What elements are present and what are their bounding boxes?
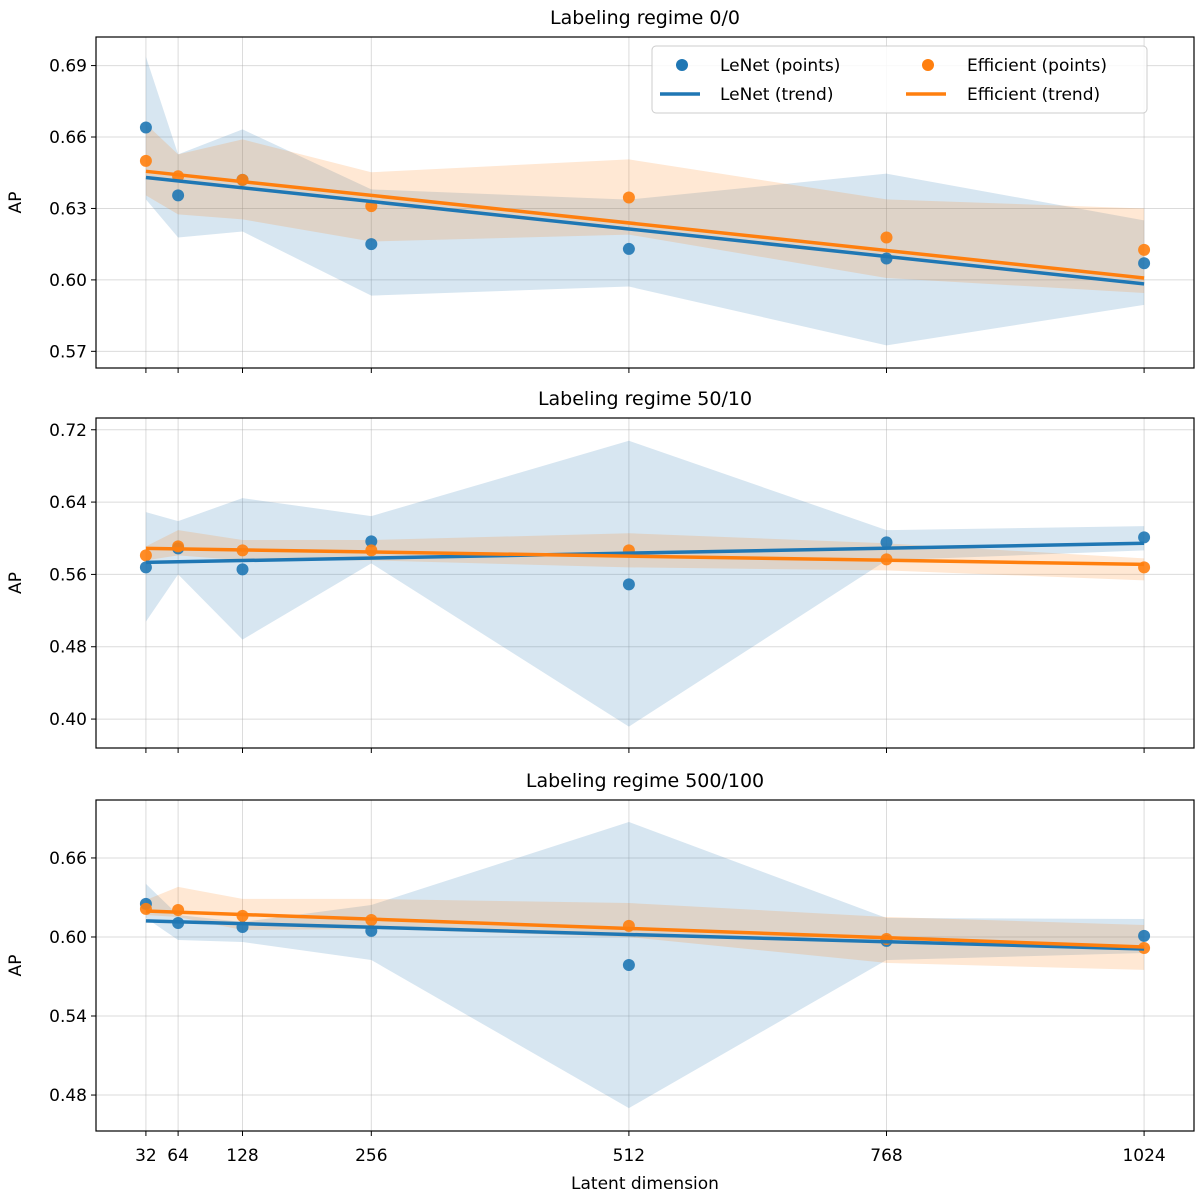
- data-point-lenet: [1138, 531, 1151, 544]
- y-tick-label: 0.56: [49, 565, 87, 585]
- y-tick-label: 0.60: [49, 928, 87, 948]
- trend-line-lenet: [145, 541, 1145, 565]
- legend: LeNet (points) Efficient (points) LeNet (t…: [651, 45, 1148, 114]
- y-axis-label: AP: [6, 192, 26, 214]
- data-point-efficient: [139, 154, 152, 167]
- panel-title: Labeling regime 0/0: [550, 7, 740, 29]
- panel-2: 0.40 0.48 0.56 0.64 0.72 Labeling regime 50/1…: [6, 388, 1195, 753]
- axes-frame: [95, 799, 1195, 1132]
- data-point-lenet: [622, 959, 635, 972]
- x-axis-label: Latent dimension: [571, 1174, 719, 1194]
- panel-1: 0.57 0.60 0.63 0.66 0.69 Labeling regime 0/0 A…: [6, 7, 1195, 373]
- axes-frame: [95, 36, 1195, 369]
- confidence-band-lenet: [145, 56, 1145, 346]
- data-point-lenet: [1138, 929, 1151, 942]
- panel-title: Labeling regime 500/100: [526, 770, 764, 792]
- trend-line-efficient: [145, 909, 1145, 949]
- data-point-lenet: [1138, 257, 1151, 270]
- x-tick-label: 768: [870, 1146, 902, 1166]
- y-tick-label: 0.40: [49, 710, 87, 730]
- legend-box: [651, 45, 1148, 114]
- legend-label: LeNet (points): [720, 56, 840, 76]
- x-tick-label: 64: [167, 1146, 189, 1166]
- data-point-lenet: [172, 189, 185, 202]
- trend-line-lenet: [145, 919, 1145, 951]
- y-axis-label: AP: [6, 572, 26, 594]
- x-tick-label: 512: [613, 1146, 645, 1166]
- data-point-lenet: [236, 563, 249, 576]
- confidence-band-lenet: [145, 440, 1145, 727]
- data-point-lenet: [139, 561, 152, 574]
- y-tick-label: 0.48: [49, 1086, 87, 1106]
- confidence-band-lenet: [145, 821, 1145, 1109]
- y-tick-label: 0.66: [49, 128, 87, 148]
- data-point-efficient: [880, 231, 893, 244]
- x-tick-label: 256: [355, 1146, 387, 1166]
- y-tick-label: 0.54: [49, 1007, 87, 1027]
- data-point-efficient: [139, 549, 152, 562]
- x-tick-label: 32: [135, 1146, 157, 1166]
- data-point-lenet: [365, 535, 378, 548]
- data-point-lenet: [622, 242, 635, 255]
- data-point-lenet: [365, 238, 378, 251]
- data-point-efficient: [1138, 243, 1151, 256]
- data-point-efficient: [172, 903, 185, 916]
- axes-frame: [95, 417, 1195, 749]
- data-point-lenet: [880, 536, 893, 549]
- legend-label: Efficient (points): [967, 56, 1107, 76]
- y-tick-label: 0.57: [49, 342, 87, 362]
- panel-3: 0.48 0.54 0.60 0.66 32 64 128 256 512 768 1024 Labe…: [6, 770, 1195, 1194]
- y-tick-label: 0.48: [49, 638, 87, 658]
- trend-line-efficient: [145, 546, 1145, 567]
- y-axis-label: AP: [6, 955, 26, 977]
- panel-title: Labeling regime 50/10: [538, 388, 752, 410]
- y-tick-label: 0.60: [49, 271, 87, 291]
- y-tick-label: 0.69: [49, 57, 87, 77]
- y-tick-label: 0.63: [49, 199, 87, 219]
- trend-line-efficient: [145, 169, 1145, 280]
- legend-label: LeNet (trend): [720, 85, 833, 105]
- data-point-efficient: [622, 191, 635, 204]
- trend-line-lenet: [145, 175, 1145, 286]
- y-tick-label: 0.66: [49, 849, 87, 869]
- data-point-lenet: [139, 121, 152, 134]
- x-tick-label: 1024: [1122, 1146, 1165, 1166]
- y-tick-label: 0.64: [49, 493, 87, 513]
- data-point-efficient: [139, 902, 152, 915]
- y-tick-label: 0.72: [49, 421, 87, 441]
- legend-marker: [922, 59, 934, 71]
- legend-label: Efficient (trend): [967, 85, 1100, 105]
- legend-marker: [676, 59, 688, 71]
- x-tick-label: 128: [226, 1146, 258, 1166]
- data-point-lenet: [622, 578, 635, 591]
